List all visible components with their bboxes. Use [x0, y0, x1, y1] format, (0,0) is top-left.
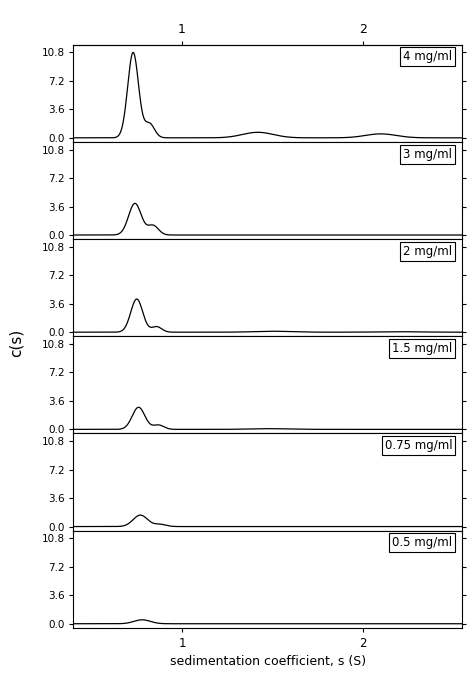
Text: 0.5 mg/ml: 0.5 mg/ml [392, 536, 452, 549]
Text: 4 mg/ml: 4 mg/ml [403, 50, 452, 63]
Text: 1.5 mg/ml: 1.5 mg/ml [392, 342, 452, 355]
Text: c(s): c(s) [9, 329, 24, 357]
Text: 0.75 mg/ml: 0.75 mg/ml [385, 439, 452, 452]
Text: 3 mg/ml: 3 mg/ml [403, 147, 452, 161]
Text: 2 mg/ml: 2 mg/ml [403, 245, 452, 258]
X-axis label: sedimentation coefficient, s (S): sedimentation coefficient, s (S) [170, 655, 366, 668]
